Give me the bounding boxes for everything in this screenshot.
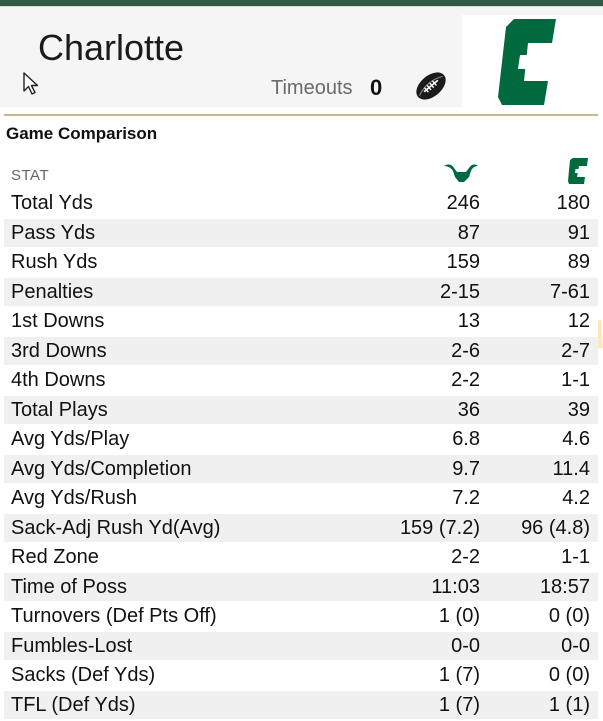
usf-stat-value: 2-6 bbox=[451, 339, 480, 362]
charlotte-stat-value: 12 bbox=[567, 310, 590, 332]
usf-stat-value: 159 (7.2) bbox=[399, 516, 480, 539]
usf-stat-value: 1 (7) bbox=[438, 693, 480, 716]
table-row: Red Zone 2-2 1-1 bbox=[4, 542, 598, 572]
stat-label: Sack-Adj Rush Yd(Avg) bbox=[11, 516, 221, 539]
usf-stat-value: 11:03 bbox=[431, 575, 480, 598]
stat-column-header: STAT bbox=[11, 167, 50, 184]
stat-label: Avg Yds/Completion bbox=[11, 457, 192, 480]
usf-stat-value: 6.8 bbox=[452, 428, 480, 450]
table-row: 1st Downs 13 12 bbox=[4, 306, 598, 336]
stat-label: Total Plays bbox=[11, 398, 108, 421]
stat-label: 4th Downs bbox=[11, 369, 106, 391]
stat-label: Total Yds bbox=[11, 192, 93, 214]
charlotte-stat-value: 4.2 bbox=[562, 487, 590, 509]
timeouts-label: Timeouts bbox=[271, 77, 353, 99]
charlotte-c-logo-icon bbox=[568, 158, 588, 184]
usf-stat-value: 2-2 bbox=[451, 369, 480, 391]
charlotte-stat-value: 1-1 bbox=[561, 369, 590, 391]
top-accent-bar bbox=[0, 0, 603, 6]
charlotte-stat-value: 11.4 bbox=[552, 457, 590, 480]
stat-label: Rush Yds bbox=[11, 251, 98, 273]
table-row: Rush Yds 159 89 bbox=[4, 247, 598, 277]
charlotte-stat-value: 0-0 bbox=[561, 634, 590, 657]
table-row: Avg Yds/Rush 7.2 4.2 bbox=[4, 483, 598, 513]
stat-label: Fumbles-Lost bbox=[11, 634, 133, 657]
table-row: Total Yds 246 180 bbox=[4, 188, 598, 218]
stat-label: Red Zone bbox=[11, 546, 99, 568]
charlotte-stat-value: 89 bbox=[567, 251, 590, 273]
stat-label: 1st Downs bbox=[11, 310, 105, 332]
table-row: Time of Poss 11:03 18:57 bbox=[4, 571, 598, 601]
table-row: Fumbles-Lost 0-0 0-0 bbox=[4, 630, 598, 660]
team-header: Charlotte Timeouts 0 bbox=[0, 6, 603, 107]
table-row: 3rd Downs 2-6 2-7 bbox=[4, 335, 598, 365]
table-row: Penalties 2-15 7-61 bbox=[4, 276, 598, 306]
charlotte-stat-value: 91 bbox=[567, 221, 590, 244]
stat-label: Turnovers (Def Pts Off) bbox=[11, 605, 217, 627]
game-comparison-panel: Game Comparison STAT Total Yds 246 180 Pass… bbox=[4, 114, 603, 720]
charlotte-c-logo-icon bbox=[498, 19, 556, 105]
charlotte-stat-value: 4.6 bbox=[562, 428, 590, 450]
charlotte-stat-value: 1 (1) bbox=[548, 693, 590, 716]
usf-stat-value: 1 (0) bbox=[438, 605, 480, 627]
usf-stat-value: 246 bbox=[446, 192, 480, 214]
charlotte-stat-value: 7-61 bbox=[549, 280, 590, 303]
table-row: Pass Yds 87 91 bbox=[4, 217, 598, 247]
stat-label: Pass Yds bbox=[11, 221, 96, 244]
table-row: Avg Yds/Play 6.8 4.6 bbox=[4, 424, 598, 454]
charlotte-stat-value: 180 bbox=[556, 192, 590, 214]
charlotte-stat-value: 2-7 bbox=[561, 339, 590, 362]
stat-label: TFL (Def Yds) bbox=[11, 693, 136, 716]
stat-label: Time of Poss bbox=[11, 575, 127, 598]
usf-bull-logo-icon bbox=[444, 164, 478, 182]
usf-stat-value: 1 (7) bbox=[438, 664, 480, 686]
panel-title: Game Comparison bbox=[6, 124, 158, 143]
charlotte-stat-value: 18:57 bbox=[539, 575, 590, 598]
charlotte-stat-value: 0 (0) bbox=[548, 605, 590, 627]
usf-stat-value: 159 bbox=[446, 251, 480, 273]
stat-label: Penalties bbox=[11, 280, 94, 303]
table-row: Sack-Adj Rush Yd(Avg) 159 (7.2) 96 (4.8) bbox=[4, 512, 598, 542]
usf-stat-value: 9.7 bbox=[452, 457, 480, 480]
table-row: 4th Downs 2-2 1-1 bbox=[4, 365, 598, 395]
charlotte-stat-value: 0 (0) bbox=[548, 664, 590, 686]
usf-stat-value: 36 bbox=[457, 398, 480, 421]
usf-stat-value: 87 bbox=[457, 221, 480, 244]
mouse-pointer-icon bbox=[23, 72, 39, 95]
stat-label: Avg Yds/Play bbox=[11, 428, 130, 450]
team-name: Charlotte bbox=[38, 27, 185, 68]
charlotte-stat-value: 39 bbox=[567, 398, 590, 421]
football-icon bbox=[416, 72, 446, 100]
table-row: Turnovers (Def Pts Off) 1 (0) 0 (0) bbox=[4, 601, 598, 631]
charlotte-stat-value: 1-1 bbox=[561, 546, 590, 568]
stats-table: Total Yds 246 180 Pass Yds 87 91 Rush Yds 159 89… bbox=[4, 188, 598, 719]
table-row: Avg Yds/Completion 9.7 11.4 bbox=[4, 453, 598, 483]
stat-label: 3rd Downs bbox=[11, 339, 107, 362]
usf-stat-value: 0-0 bbox=[451, 634, 480, 657]
stat-label: Sacks (Def Yds) bbox=[11, 664, 156, 686]
usf-stat-value: 2-2 bbox=[451, 546, 480, 568]
stat-label: Avg Yds/Rush bbox=[11, 487, 138, 509]
usf-stat-value: 7.2 bbox=[452, 487, 480, 509]
usf-stat-value: 13 bbox=[457, 310, 480, 332]
table-row: Sacks (Def Yds) 1 (7) 0 (0) bbox=[4, 660, 598, 690]
usf-stat-value: 2-15 bbox=[439, 280, 480, 303]
table-row: Total Plays 36 39 bbox=[4, 394, 598, 424]
timeouts-value: 0 bbox=[370, 75, 383, 100]
charlotte-stat-value: 96 (4.8) bbox=[521, 516, 590, 539]
table-row: TFL (Def Yds) 1 (7) 1 (1) bbox=[4, 689, 598, 719]
